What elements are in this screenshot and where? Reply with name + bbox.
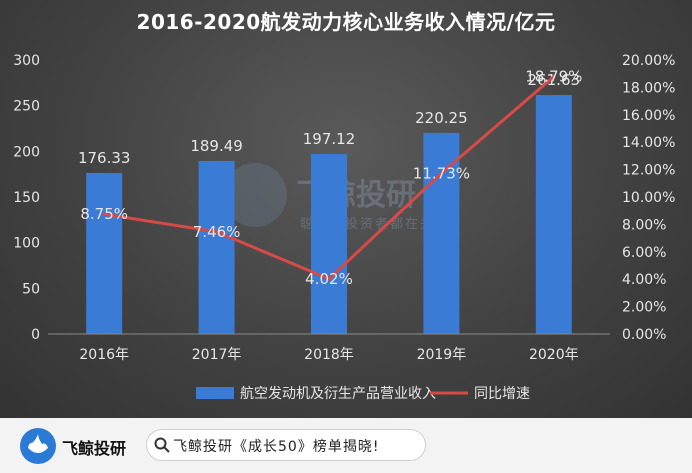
search-text: 飞鲸投研《成长50》榜单揭晓! (173, 439, 380, 455)
right-axis-tick-label: 12.00% (622, 163, 675, 179)
chart-panel: 飞鲸投研 聪明的投资者都在关注 0 50 100 150 200 250 300 0.00%… (0, 0, 692, 418)
line-data-label: 8.75% (80, 205, 128, 223)
line-series (102, 75, 556, 281)
right-axis: 0.00% 2.00% 4.00% 6.00% 8.00% 10.00% 12.00% 14.… (622, 53, 675, 343)
footer-bar: 飞鲸投研 飞鲸投研《成长50》榜单揭晓! (0, 418, 692, 473)
left-axis-tick-label: 200 (13, 144, 40, 160)
left-axis-tick-label: 150 (13, 190, 40, 206)
line-data-label: 4.02% (305, 270, 353, 288)
bar (423, 132, 460, 334)
bar (535, 95, 572, 334)
search-box[interactable]: 飞鲸投研《成长50》榜单揭晓! (146, 429, 426, 461)
watermark-logo-icon (223, 163, 287, 227)
line-point (552, 75, 556, 79)
right-axis-tick-label: 10.00% (622, 190, 675, 206)
right-axis-tick-label: 18.00% (622, 80, 675, 96)
right-axis-tick-label: 4.00% (622, 272, 666, 288)
footer-brand: 飞鲸投研 (62, 439, 127, 458)
legend-line-label: 同比增速 (474, 386, 530, 402)
right-axis-tick-label: 20.00% (622, 53, 675, 69)
left-axis-tick-label: 0 (31, 327, 40, 343)
whale-logo-icon (20, 428, 56, 464)
legend-bar-label: 航空发动机及衍生产品营业收入 (240, 386, 436, 402)
left-axis-tick-label: 50 (22, 281, 40, 297)
left-axis-tick-label: 300 (13, 53, 40, 69)
line-point (215, 230, 219, 234)
bar-data-label: 176.33 (78, 149, 131, 167)
bar-data-label: 220.25 (415, 109, 468, 127)
line-data-label: 11.73% (413, 164, 470, 182)
bar-data-label: 189.49 (190, 137, 243, 155)
right-axis-tick-label: 6.00% (622, 245, 666, 261)
right-axis-tick-label: 16.00% (622, 108, 675, 124)
line-point (439, 171, 443, 175)
line-data-labels: 8.75% 7.46% 4.02% 11.73% 18.79% (80, 68, 582, 288)
left-axis: 0 50 100 150 200 250 300 (13, 53, 40, 343)
x-axis: 2016年 2017年 2018年 2019年 2020年 (48, 333, 610, 363)
legend: 航空发动机及衍生产品营业收入 同比增速 (196, 386, 530, 402)
search-icon (153, 436, 171, 458)
legend-bar-swatch (196, 387, 234, 399)
bar (86, 172, 123, 334)
line-point (102, 212, 106, 216)
bar-data-labels: 176.33 189.49 197.12 220.25 261.63 (78, 71, 580, 167)
x-axis-tick-label: 2018年 (304, 347, 354, 363)
bar-series (86, 95, 572, 334)
right-axis-tick-label: 14.00% (622, 135, 675, 151)
left-axis-tick-label: 100 (13, 236, 40, 252)
left-axis-tick-label: 250 (13, 99, 40, 115)
x-axis-tick-label: 2020年 (529, 347, 579, 363)
line-data-label: 18.79% (525, 68, 582, 86)
right-axis-tick-label: 2.00% (622, 300, 666, 316)
line-data-label: 7.46% (193, 223, 241, 241)
x-axis-tick-label: 2017年 (192, 347, 242, 363)
x-axis-tick-label: 2016年 (79, 347, 129, 363)
line-point (327, 277, 331, 281)
chart-title: 2016-2020航发动力核心业务收入情况/亿元 (136, 10, 556, 34)
bar-data-label: 261.63 (528, 71, 581, 89)
bar (311, 153, 347, 334)
bar-data-label: 197.12 (303, 130, 356, 148)
right-axis-tick-label: 0.00% (622, 327, 666, 343)
right-axis-tick-label: 8.00% (622, 217, 666, 233)
bar (198, 160, 235, 334)
x-axis-tick-label: 2019年 (417, 347, 467, 363)
